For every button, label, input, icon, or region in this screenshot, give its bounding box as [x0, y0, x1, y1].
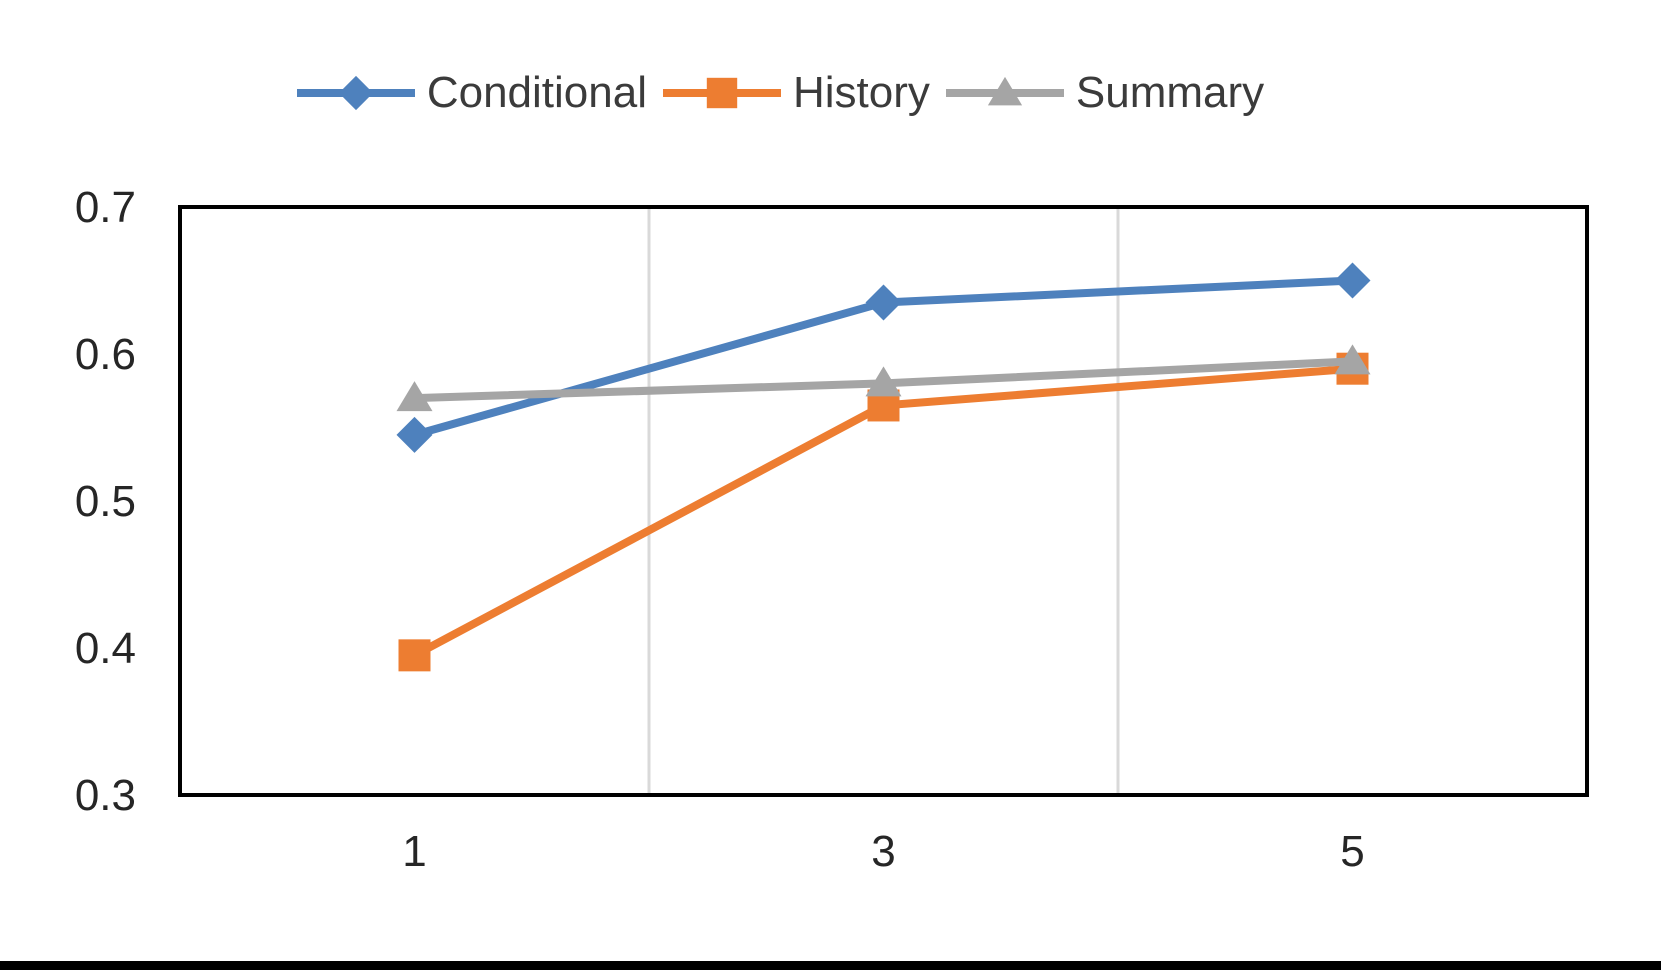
y-axis-tick-label: 0.7: [75, 183, 136, 232]
y-axis-tick-label: 0.4: [75, 624, 136, 673]
data-point-summary-5: [1334, 344, 1371, 375]
data-point-history-1: [398, 639, 431, 672]
legend-swatch-svg: [663, 77, 781, 109]
plot-area-border: [178, 205, 1589, 797]
x-axis-tick-label: 3: [871, 827, 895, 876]
conditional-diamond-marker-icon: [296, 70, 415, 116]
data-point-conditional-1: [396, 416, 433, 453]
chart-legend: Conditional History Summary: [0, 68, 1561, 118]
legend-item-history: History: [663, 68, 930, 118]
data-point-summary-1: [396, 381, 433, 412]
legend-item-summary: Summary: [945, 68, 1265, 118]
summary-triangle-marker-icon: [945, 70, 1064, 116]
data-point-conditional-3: [865, 284, 902, 321]
legend-swatch-svg: [296, 75, 415, 111]
legend-label-summary: Summary: [1075, 68, 1265, 117]
x-axis-tick-label: 5: [1340, 827, 1364, 876]
y-axis-tick-label: 0.3: [75, 771, 136, 820]
legend-marker-sample: [338, 75, 373, 111]
legend-marker-sample: [987, 76, 1023, 106]
x-axis-tick-label: 1: [402, 827, 426, 876]
history-square-marker-icon: [663, 70, 781, 116]
data-point-conditional-5: [1334, 262, 1371, 299]
page-bottom-border: [0, 961, 1661, 970]
y-axis-tick-label: 0.6: [75, 330, 136, 379]
y-axis-tick-label: 0.5: [75, 477, 136, 526]
legend-item-conditional: Conditional: [296, 68, 647, 118]
legend-marker-sample: [706, 77, 738, 109]
legend-label-conditional: Conditional: [426, 68, 647, 117]
data-point-summary-3: [865, 366, 902, 397]
legend-label-history: History: [793, 68, 930, 117]
legend-swatch-svg: [945, 76, 1064, 106]
